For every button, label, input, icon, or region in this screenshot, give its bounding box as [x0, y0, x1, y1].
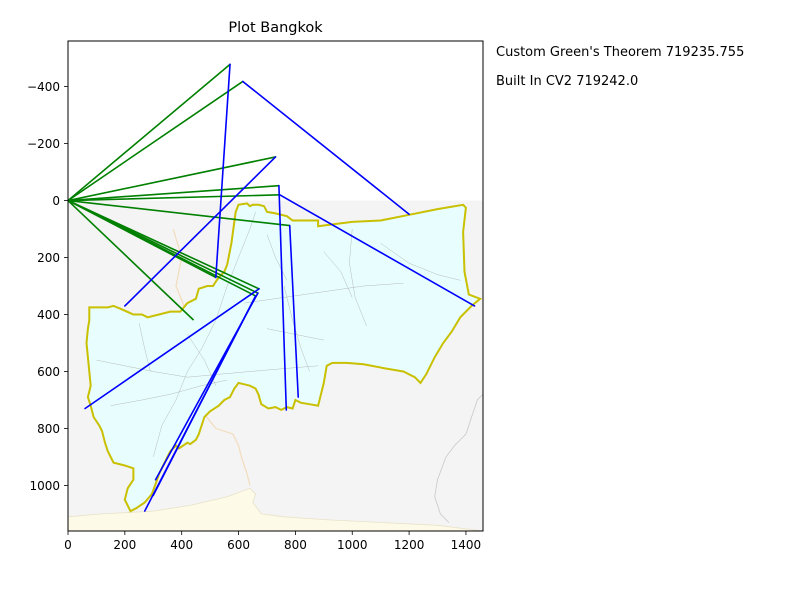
chart-title: Plot Bangkok [228, 20, 323, 36]
annotation-custom-greens-theorem: Custom Green's Theorem 719235.755 [496, 45, 745, 60]
x-tick-label: 0 [64, 538, 72, 552]
edge-segment [278, 194, 476, 307]
x-tick-label: 1400 [451, 538, 482, 552]
y-tick-label: 600 [37, 365, 60, 379]
edge-segment [278, 184, 288, 411]
x-tick-label: 600 [227, 538, 250, 552]
map-road [434, 394, 483, 523]
edge-segment [68, 156, 277, 202]
edge-segment [124, 156, 277, 307]
y-tick-label: 800 [37, 422, 60, 436]
x-tick-label: 1200 [394, 538, 425, 552]
plot-frame [67, 40, 484, 532]
y-tick-label: −200 [27, 137, 60, 151]
district-border [380, 243, 461, 281]
district-border [349, 228, 367, 326]
edge-segment [143, 295, 257, 512]
polygon-edges [68, 63, 476, 512]
bangkok-boundary [85, 202, 483, 513]
edge-segment [68, 199, 291, 227]
x-tick-label: 200 [113, 538, 136, 552]
district-border [266, 234, 288, 281]
edge-segment [68, 63, 231, 202]
district-border [244, 283, 404, 304]
y-tick-label: 200 [37, 251, 60, 265]
edge-segment [242, 80, 410, 216]
edge-segment [68, 199, 257, 297]
y-axis: −400 −200 0 200 400 600 800 1000 [27, 80, 68, 493]
district-border [153, 211, 256, 457]
x-tick-label: 800 [284, 538, 307, 552]
edge-segment [68, 80, 244, 202]
edge-segment [84, 288, 260, 410]
district-border [96, 359, 319, 378]
map-sea [68, 487, 483, 531]
annotation-built-in-cv2: Built In CV2 719242.0 [496, 74, 639, 89]
edge-segment [68, 199, 194, 321]
edge-segment [68, 194, 281, 202]
x-tick-label: 400 [170, 538, 193, 552]
edge-segment [215, 63, 231, 279]
y-tick-label: 1000 [29, 479, 60, 493]
background-map [68, 200, 483, 531]
district-border [283, 285, 310, 372]
x-tick-label: 1000 [337, 538, 368, 552]
y-tick-label: −400 [27, 80, 60, 94]
edge-segment [288, 224, 300, 398]
x-axis: 0 200 400 600 800 1000 1200 1400 [64, 531, 481, 552]
y-tick-label: 0 [52, 194, 60, 208]
plot-area [68, 41, 483, 531]
y-tick-label: 400 [37, 308, 60, 322]
district-border [323, 251, 353, 298]
